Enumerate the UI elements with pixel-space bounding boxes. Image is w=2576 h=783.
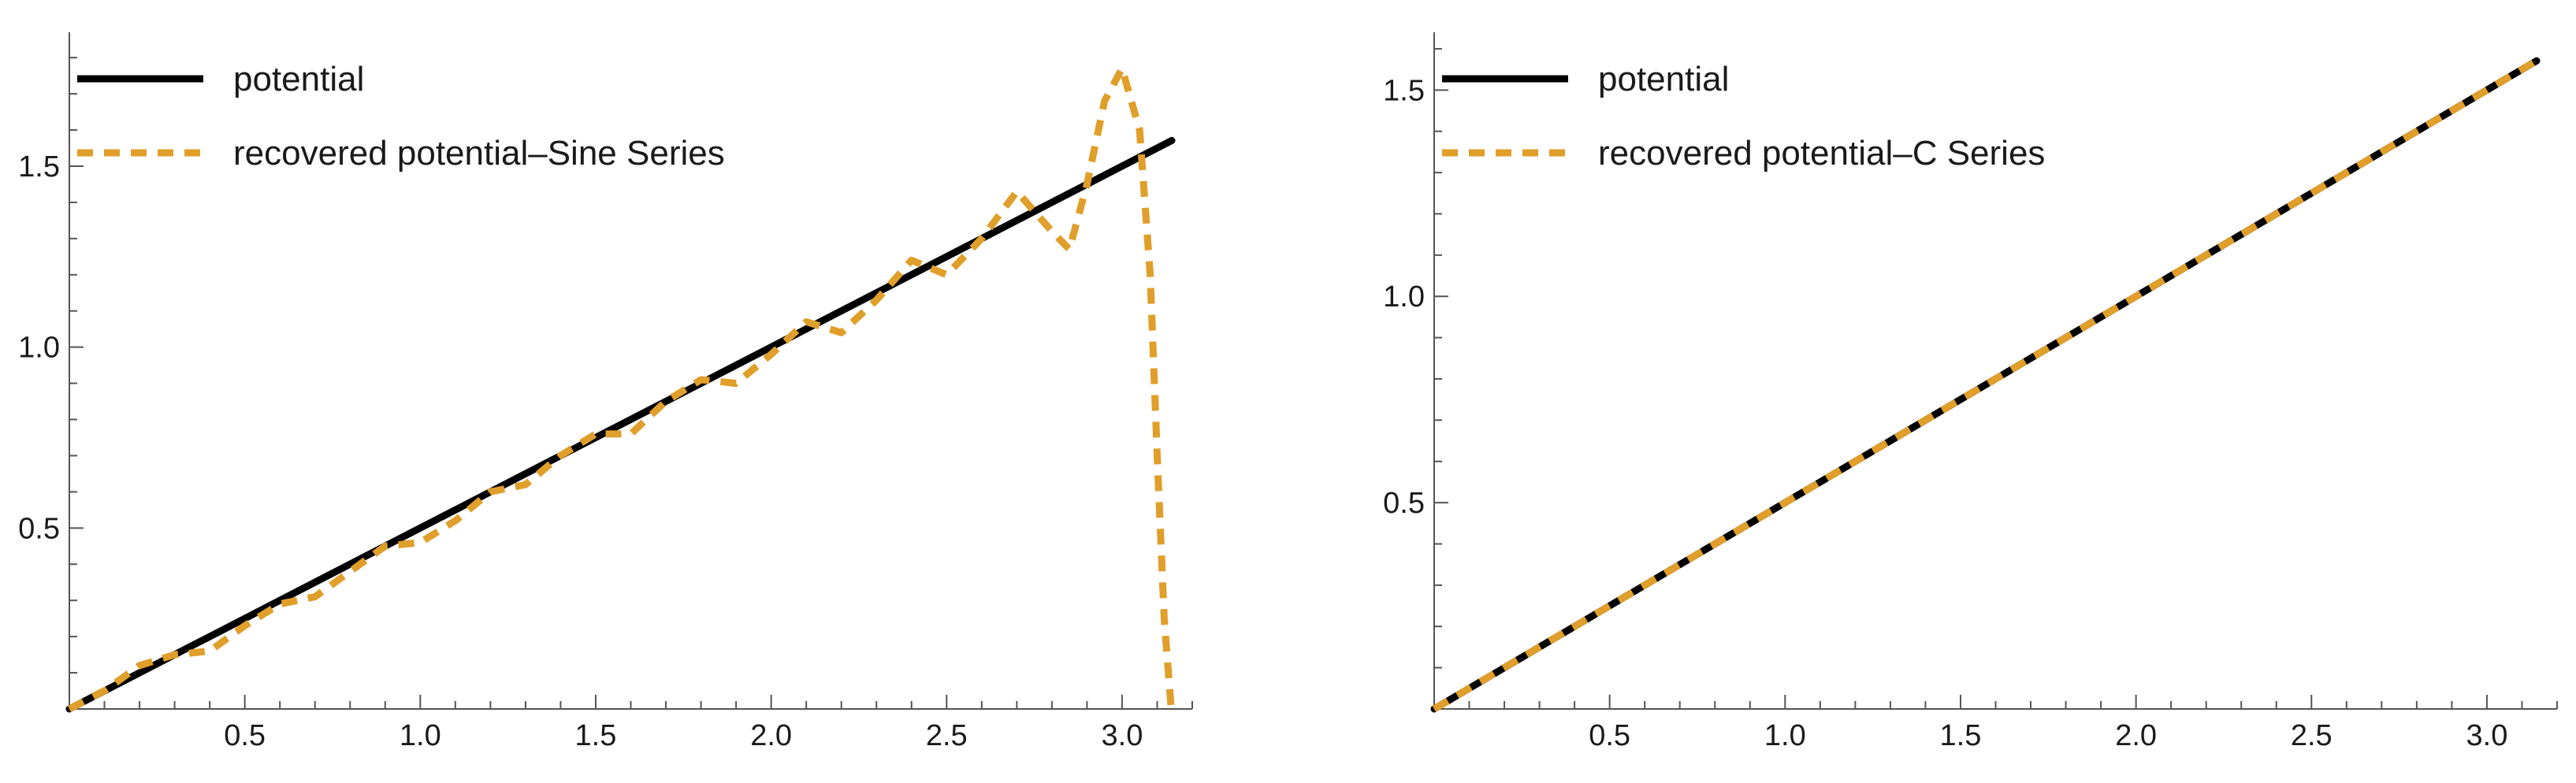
y-tick-label: 1.0	[18, 332, 60, 365]
series-line-2	[67, 65, 1175, 712]
legend-label-2: recovered potential–C Series	[1598, 134, 2045, 173]
legend: potential recovered potential–Sine Series	[77, 60, 725, 173]
y-tick-label: 0.5	[18, 512, 60, 545]
x-tick-label: 2.0	[750, 719, 792, 752]
legend-label-1: potential	[1598, 60, 1729, 98]
y-tick-label: 1.5	[1383, 74, 1425, 107]
legend-label-1: potential	[233, 60, 364, 98]
x-tick-label: 1.0	[1764, 719, 1806, 752]
y-tick-label: 1.0	[1383, 280, 1425, 314]
series-line-1	[1430, 57, 2541, 713]
y-tick-label: 0.5	[1383, 487, 1425, 520]
x-tick-label: 0.5	[224, 719, 266, 752]
series-line-1	[65, 136, 1176, 713]
x-tick-label: 1.0	[400, 719, 441, 752]
chart-panel-1: 0.5 1.0 1.5 2.0 2.5 3.0 0.5 1.0 1.5 potential reco…	[18, 32, 1193, 752]
x-tick-label: 2.5	[926, 719, 968, 752]
chart-panel-2: 0.5 1.0 1.5 2.0 2.5 3.0 0.5 1.0 1.5 potential reco…	[1383, 32, 2558, 752]
x-tick-label: 1.5	[1940, 719, 1982, 752]
x-tick-label: 2.5	[2291, 719, 2333, 752]
x-tick-label: 2.0	[2115, 719, 2157, 752]
x-tick-label: 1.5	[575, 719, 617, 752]
legend: potential recovered potential–C Series	[1442, 60, 2045, 173]
x-tick-label: 3.0	[2466, 719, 2508, 752]
x-tick-label: 3.0	[1102, 719, 1143, 752]
legend-label-2: recovered potential–Sine Series	[233, 134, 725, 173]
y-tick-label: 1.5	[18, 150, 60, 184]
x-tick-label: 0.5	[1589, 719, 1630, 752]
